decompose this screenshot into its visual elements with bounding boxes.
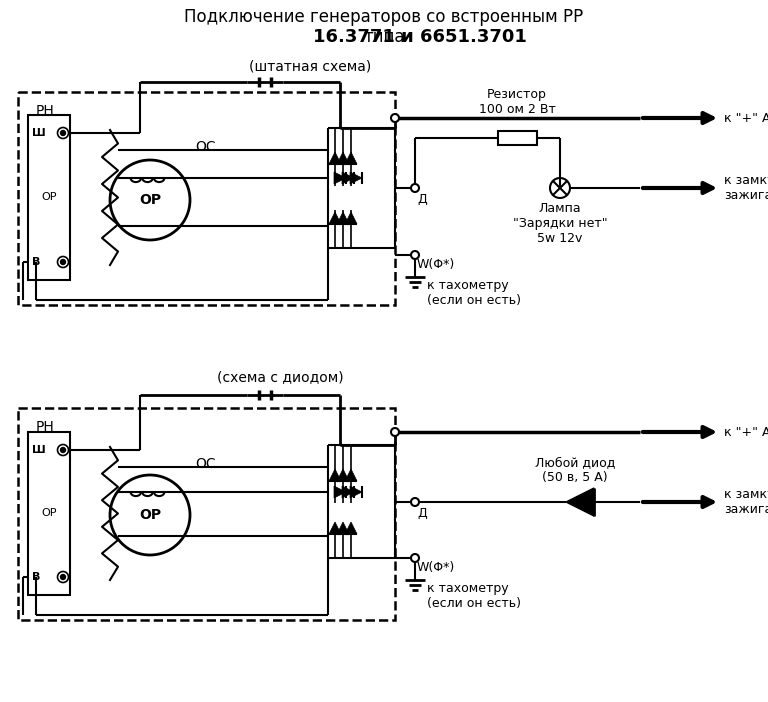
Text: В: В [32,257,41,267]
Polygon shape [329,212,341,224]
Text: В: В [32,572,41,582]
Bar [28,432,70,595]
Text: Ш: Ш [32,128,46,138]
Polygon shape [342,486,354,498]
Polygon shape [337,469,349,481]
Text: W(Φ*): W(Φ*) [417,561,455,574]
Circle shape [58,571,68,583]
Polygon shape [334,172,346,184]
Polygon shape [345,522,357,534]
Text: Д: Д [417,193,427,206]
Text: Д: Д [417,507,427,520]
Polygon shape [566,488,594,516]
Text: к тахометру
(если он есть): к тахометру (если он есть) [427,582,521,610]
Text: к "+" АКБ: к "+" АКБ [724,425,768,439]
Polygon shape [329,522,341,534]
Circle shape [411,554,419,562]
Circle shape [61,574,65,579]
Text: ОС: ОС [195,140,216,154]
Text: 16.3771 и 6651.3701: 16.3771 и 6651.3701 [313,28,527,46]
Text: Лампа
"Зарядки нет"
5w 12v: Лампа "Зарядки нет" 5w 12v [513,202,607,245]
Polygon shape [337,152,349,164]
Text: W(Φ*): W(Φ*) [417,258,455,271]
Text: к замку
зажигания: к замку зажигания [724,488,768,516]
Circle shape [61,260,65,265]
Polygon shape [334,486,346,498]
Text: Любой диод
(50 в, 5 А): Любой диод (50 в, 5 А) [535,456,615,484]
Text: ОР: ОР [139,193,161,207]
Polygon shape [350,486,362,498]
Bar [498,131,537,145]
Text: типа: типа [363,28,405,46]
Text: к замку
зажигания: к замку зажигания [724,174,768,202]
Circle shape [411,251,419,259]
Circle shape [58,128,68,138]
Text: РН: РН [36,420,55,434]
Text: ОР: ОР [139,508,161,522]
Text: РН: РН [36,104,55,118]
Polygon shape [345,152,357,164]
Circle shape [391,114,399,122]
Polygon shape [350,172,362,184]
Circle shape [58,444,68,456]
Circle shape [391,428,399,436]
Polygon shape [329,469,341,481]
Bar [28,115,70,280]
Circle shape [411,498,419,506]
Polygon shape [329,152,341,164]
Polygon shape [342,172,354,184]
Text: (штатная схема): (штатная схема) [249,60,371,74]
Bar [18,92,395,305]
Circle shape [61,131,65,135]
Circle shape [411,184,419,192]
Polygon shape [345,469,357,481]
Text: к "+" АКБ: к "+" АКБ [724,112,768,124]
Polygon shape [345,212,357,224]
Text: (схема с диодом): (схема с диодом) [217,370,343,384]
Text: Подключение генераторов со встроенным РР: Подключение генераторов со встроенным РР [184,8,584,26]
Text: Резистор
100 ом 2 Вт: Резистор 100 ом 2 Вт [478,88,555,116]
Polygon shape [337,522,349,534]
Text: ОР: ОР [41,508,57,518]
Text: Ш: Ш [32,445,46,455]
Text: ОС: ОС [195,457,216,471]
Text: ОР: ОР [41,192,57,202]
Text: к тахометру
(если он есть): к тахометру (если он есть) [427,279,521,307]
Bar [18,408,395,620]
Circle shape [58,256,68,267]
Polygon shape [337,212,349,224]
Circle shape [61,447,65,453]
